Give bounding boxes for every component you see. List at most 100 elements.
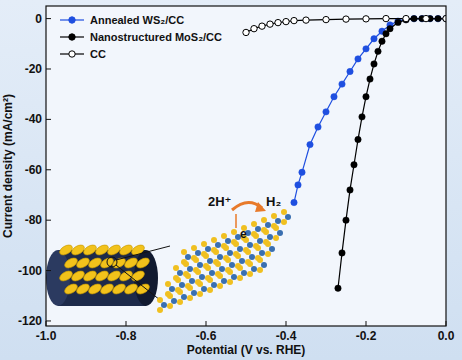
flake bbox=[70, 269, 86, 283]
flake bbox=[94, 269, 110, 283]
atom-s bbox=[191, 245, 197, 251]
y-tick bbox=[46, 220, 51, 221]
atom-s bbox=[181, 259, 187, 265]
flake bbox=[75, 282, 91, 296]
flake bbox=[58, 243, 74, 257]
point bbox=[403, 16, 409, 22]
atom-m bbox=[181, 294, 187, 300]
atom-m bbox=[161, 302, 167, 308]
legend-marker bbox=[69, 34, 75, 40]
x-tick bbox=[366, 321, 367, 326]
atom-s bbox=[165, 281, 171, 287]
y-axis-title: Current density (mA/cm²) bbox=[1, 94, 15, 238]
x-tick bbox=[286, 321, 287, 326]
atom-m bbox=[191, 290, 197, 296]
atom-s bbox=[265, 251, 271, 257]
atom-s bbox=[247, 271, 253, 277]
point bbox=[307, 141, 313, 147]
atom-m bbox=[171, 298, 177, 304]
legend-marker bbox=[69, 17, 75, 23]
zoom-line bbox=[116, 246, 170, 260]
atom-m bbox=[207, 258, 213, 264]
x-tick-label: -1.0 bbox=[36, 329, 57, 343]
flake bbox=[106, 243, 122, 257]
legend: Annealed WS₂/CCNanostructured MoS₂/CCCC bbox=[60, 14, 222, 60]
point bbox=[283, 18, 289, 24]
atom-m bbox=[217, 254, 223, 260]
frame bbox=[46, 6, 446, 326]
atom-m bbox=[237, 246, 243, 252]
annotation: H₂ bbox=[266, 194, 281, 209]
point bbox=[367, 76, 373, 82]
flake bbox=[135, 282, 151, 296]
legend-label: Annealed WS₂/CC bbox=[90, 14, 184, 26]
atom-s bbox=[237, 275, 243, 281]
atom-s bbox=[243, 247, 249, 253]
atom-m bbox=[275, 218, 281, 224]
atom-s bbox=[271, 213, 277, 219]
atom-s bbox=[191, 255, 197, 261]
point bbox=[355, 56, 361, 62]
y-tick-label: -20 bbox=[25, 62, 43, 76]
atom-s bbox=[281, 219, 287, 225]
atom-m bbox=[255, 226, 261, 232]
electron-arrow bbox=[235, 214, 237, 228]
point bbox=[347, 187, 353, 193]
atom-s bbox=[167, 303, 173, 309]
atom-s bbox=[235, 263, 241, 269]
point bbox=[403, 15, 409, 21]
point bbox=[267, 21, 273, 27]
atom-m bbox=[251, 266, 257, 272]
atom-s bbox=[221, 233, 227, 239]
atom-s bbox=[227, 279, 233, 285]
series-line bbox=[294, 19, 446, 203]
atom-s bbox=[251, 221, 257, 227]
atom-s bbox=[281, 209, 287, 215]
atom-s bbox=[205, 275, 211, 281]
point bbox=[343, 217, 349, 223]
point bbox=[339, 250, 345, 256]
flake bbox=[63, 256, 79, 270]
atom-s bbox=[261, 227, 267, 233]
atom-m bbox=[229, 262, 235, 268]
point bbox=[291, 199, 297, 205]
x-tick bbox=[126, 321, 127, 326]
atom-s bbox=[215, 271, 221, 277]
point bbox=[423, 15, 429, 21]
flake bbox=[118, 269, 134, 283]
flake bbox=[123, 282, 139, 296]
zoom-line bbox=[116, 265, 160, 300]
x-tick-label: -0.8 bbox=[116, 329, 137, 343]
point bbox=[303, 17, 309, 23]
atom-s bbox=[223, 255, 229, 261]
atom-s bbox=[203, 263, 209, 269]
flake bbox=[99, 282, 115, 296]
atom-m bbox=[215, 242, 221, 248]
atom-s bbox=[157, 307, 163, 313]
atom-s bbox=[173, 265, 179, 271]
atom-m bbox=[179, 282, 185, 288]
atom-s bbox=[217, 283, 223, 289]
atom-s bbox=[165, 291, 171, 297]
atom-s bbox=[211, 237, 217, 243]
annotation: 2H⁺ bbox=[208, 194, 231, 209]
atom-m bbox=[187, 266, 193, 272]
point bbox=[243, 29, 249, 35]
flake bbox=[106, 269, 122, 283]
y-tick-label: 0 bbox=[35, 12, 42, 26]
data-group bbox=[243, 15, 446, 291]
atom-m bbox=[201, 286, 207, 292]
atom-s bbox=[181, 249, 187, 255]
atom-s bbox=[221, 243, 227, 249]
point bbox=[351, 162, 357, 168]
flake bbox=[82, 243, 98, 257]
atom-s bbox=[253, 243, 259, 249]
y-tick bbox=[46, 68, 51, 69]
atom-s bbox=[231, 229, 237, 235]
point bbox=[291, 17, 297, 23]
y-tick-label: -60 bbox=[25, 163, 43, 177]
point bbox=[383, 15, 389, 21]
point bbox=[379, 38, 385, 44]
atom-m bbox=[199, 274, 205, 280]
atom-m bbox=[189, 278, 195, 284]
